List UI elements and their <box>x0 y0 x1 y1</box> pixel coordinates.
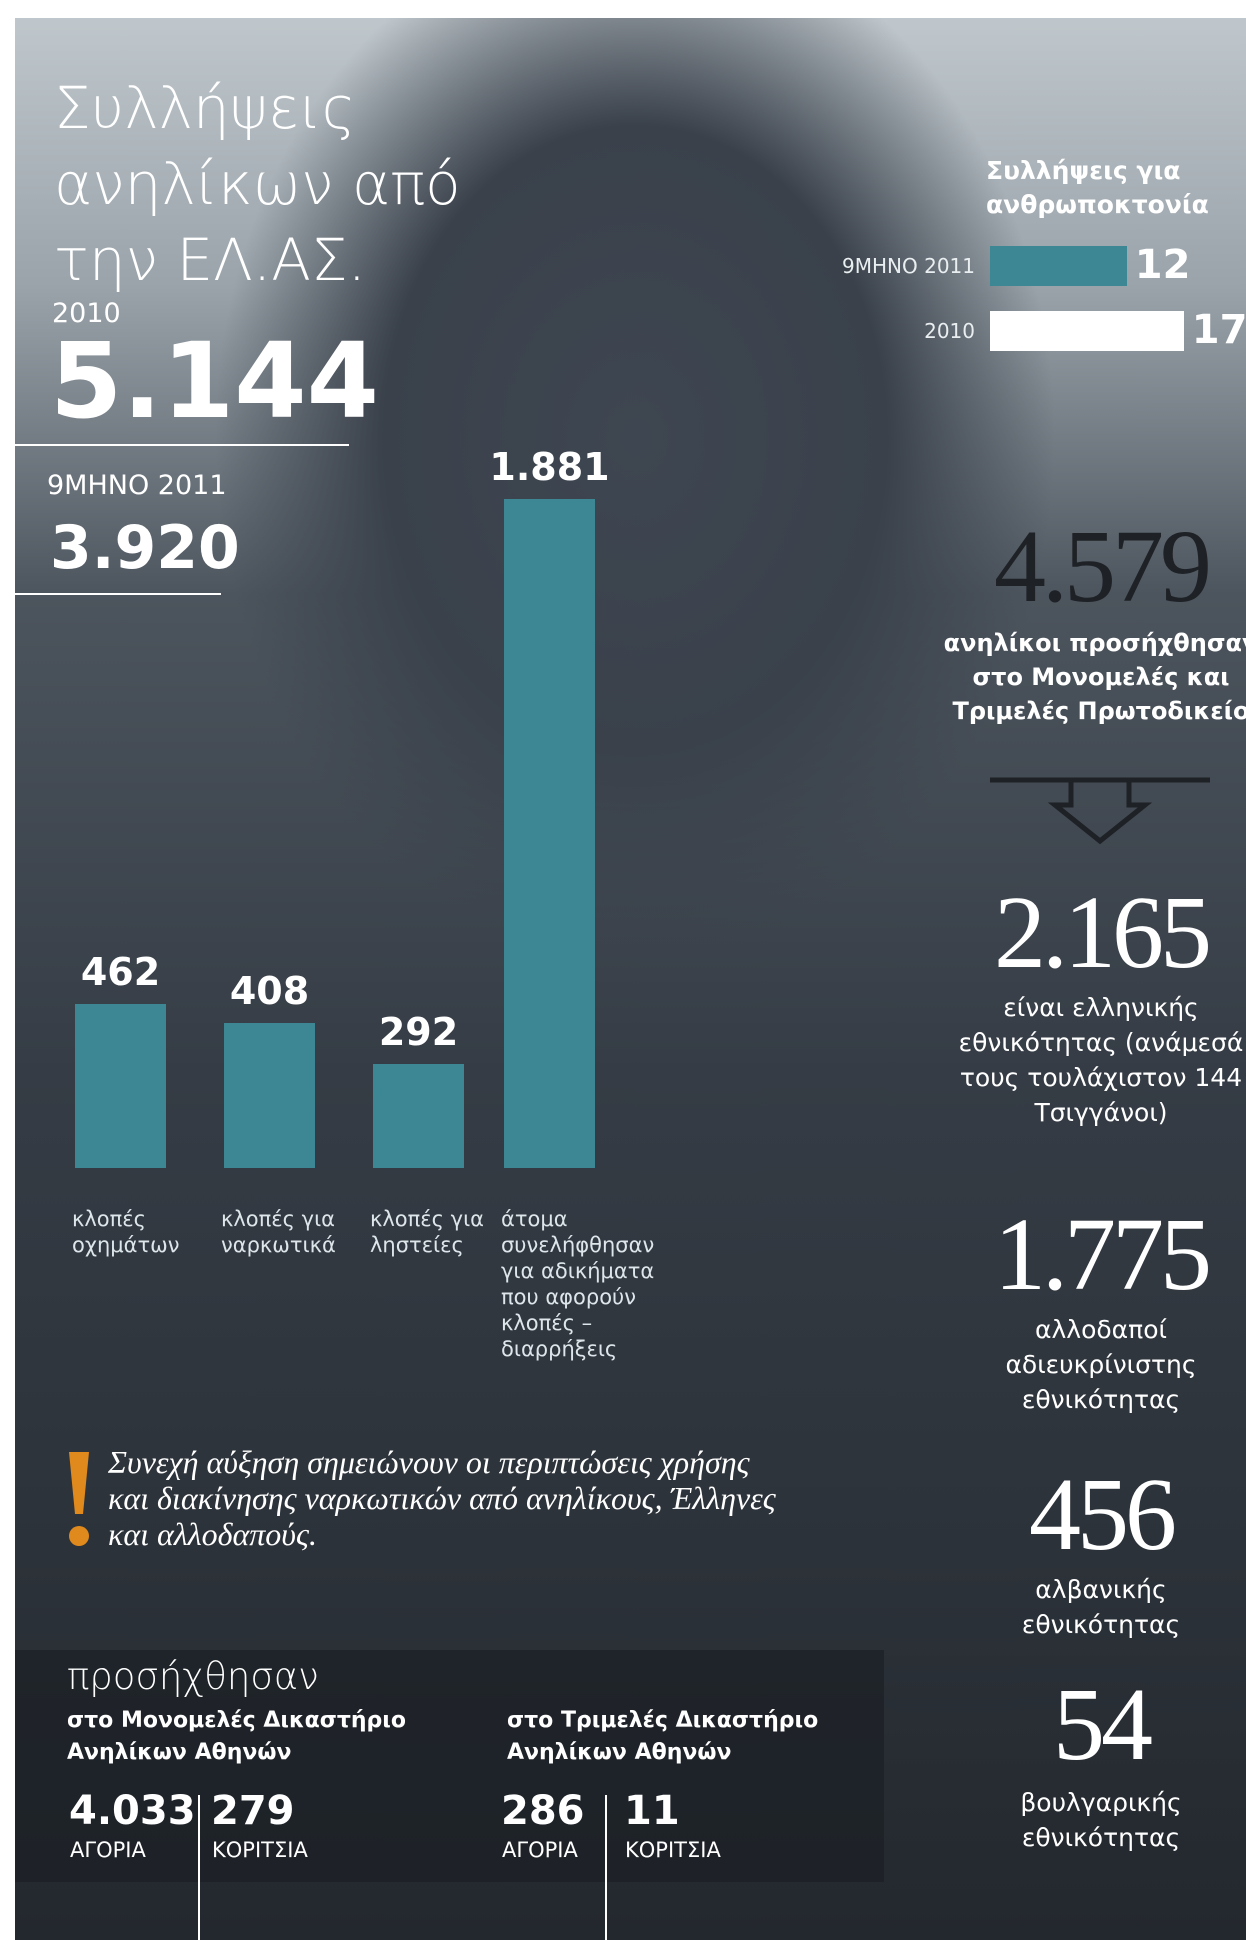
value-label: 1.881 <box>474 445 625 489</box>
value-label: 12 <box>1135 242 1191 288</box>
flow-value: 54 <box>951 1670 1246 1780</box>
chart-title: Συλλήψεις για ανθρωποκτονία <box>986 154 1236 222</box>
total-label: 9ΜΗΝΟ 2011 <box>47 470 227 501</box>
flow-text: αλλοδαποί αδιευκρίνιστης εθνικότητας <box>956 1312 1246 1417</box>
flow-text: ανηλίκοι προσήχθησαν στο Μονομελές και Τ… <box>936 626 1246 728</box>
total-value: 5.144 <box>50 326 379 436</box>
title: Συλλήψεις ανηλίκων από την ΕΛ.ΑΣ. <box>54 70 474 298</box>
boys-count: 4.033 <box>69 1788 196 1834</box>
boys-label: ΑΓΟΡΙΑ <box>502 1838 578 1862</box>
category-label: άτομα συνελήφθησαν για αδικήματα που αφο… <box>501 1206 671 1362</box>
girls-count: 279 <box>211 1788 295 1834</box>
boys-count: 286 <box>501 1788 585 1834</box>
flow-value: 4.579 <box>951 512 1246 622</box>
category-label: κλοπές για ληστείες <box>370 1206 490 1258</box>
bar <box>990 311 1184 351</box>
category-label: 2010 <box>780 319 975 343</box>
divider <box>15 444 349 446</box>
infographic: Συλλήψεις ανηλίκων από την ΕΛ.ΑΣ. 2010 5… <box>0 0 1246 1940</box>
category-label: κλοπές οχημάτων <box>72 1206 192 1258</box>
flow-text: αλβανικής εθνικότητας <box>956 1572 1246 1642</box>
flow-value: 1.775 <box>951 1200 1246 1310</box>
court-name: στο Μονομελές Δικαστήριο Ανηλίκων Αθηνών <box>67 1705 417 1769</box>
exclamation-icon <box>66 1452 92 1548</box>
bar <box>224 1023 315 1168</box>
divider <box>15 593 221 595</box>
bottom-title: προσήχθησαν <box>67 1655 319 1698</box>
bar <box>990 246 1127 286</box>
flow-value: 2.165 <box>951 878 1246 988</box>
girls-label: ΚΟΡΙΤΣΙΑ <box>212 1838 308 1862</box>
value-label: 292 <box>343 1010 494 1054</box>
court-name: στο Τριμελές Δικαστήριο Ανηλίκων Αθηνών <box>507 1705 857 1769</box>
value-label: 408 <box>194 969 345 1013</box>
bar <box>504 499 595 1168</box>
boys-label: ΑΓΟΡΙΑ <box>70 1838 146 1862</box>
bar <box>75 1004 166 1168</box>
note: Συνεχή αύξηση σημειώνουν οι περιπτώσεις … <box>108 1444 798 1552</box>
flow-text: βουλγαρικής εθνικότητας <box>956 1785 1246 1855</box>
arrow <box>985 775 1215 845</box>
category-label: κλοπές για ναρκωτικά <box>221 1206 341 1258</box>
bar <box>373 1064 464 1168</box>
separator <box>198 1795 200 1940</box>
category-label: 9ΜΗΝΟ 2011 <box>780 254 975 278</box>
girls-label: ΚΟΡΙΤΣΙΑ <box>625 1838 721 1862</box>
separator <box>605 1795 607 1940</box>
flow-text: είναι ελληνικής εθνικότητας (ανάμεσά του… <box>956 990 1246 1130</box>
total-value: 3.920 <box>50 515 240 581</box>
value-label: 17 <box>1192 307 1246 353</box>
value-label: 462 <box>45 950 196 994</box>
flow-value: 456 <box>951 1460 1246 1570</box>
girls-count: 11 <box>624 1788 680 1834</box>
